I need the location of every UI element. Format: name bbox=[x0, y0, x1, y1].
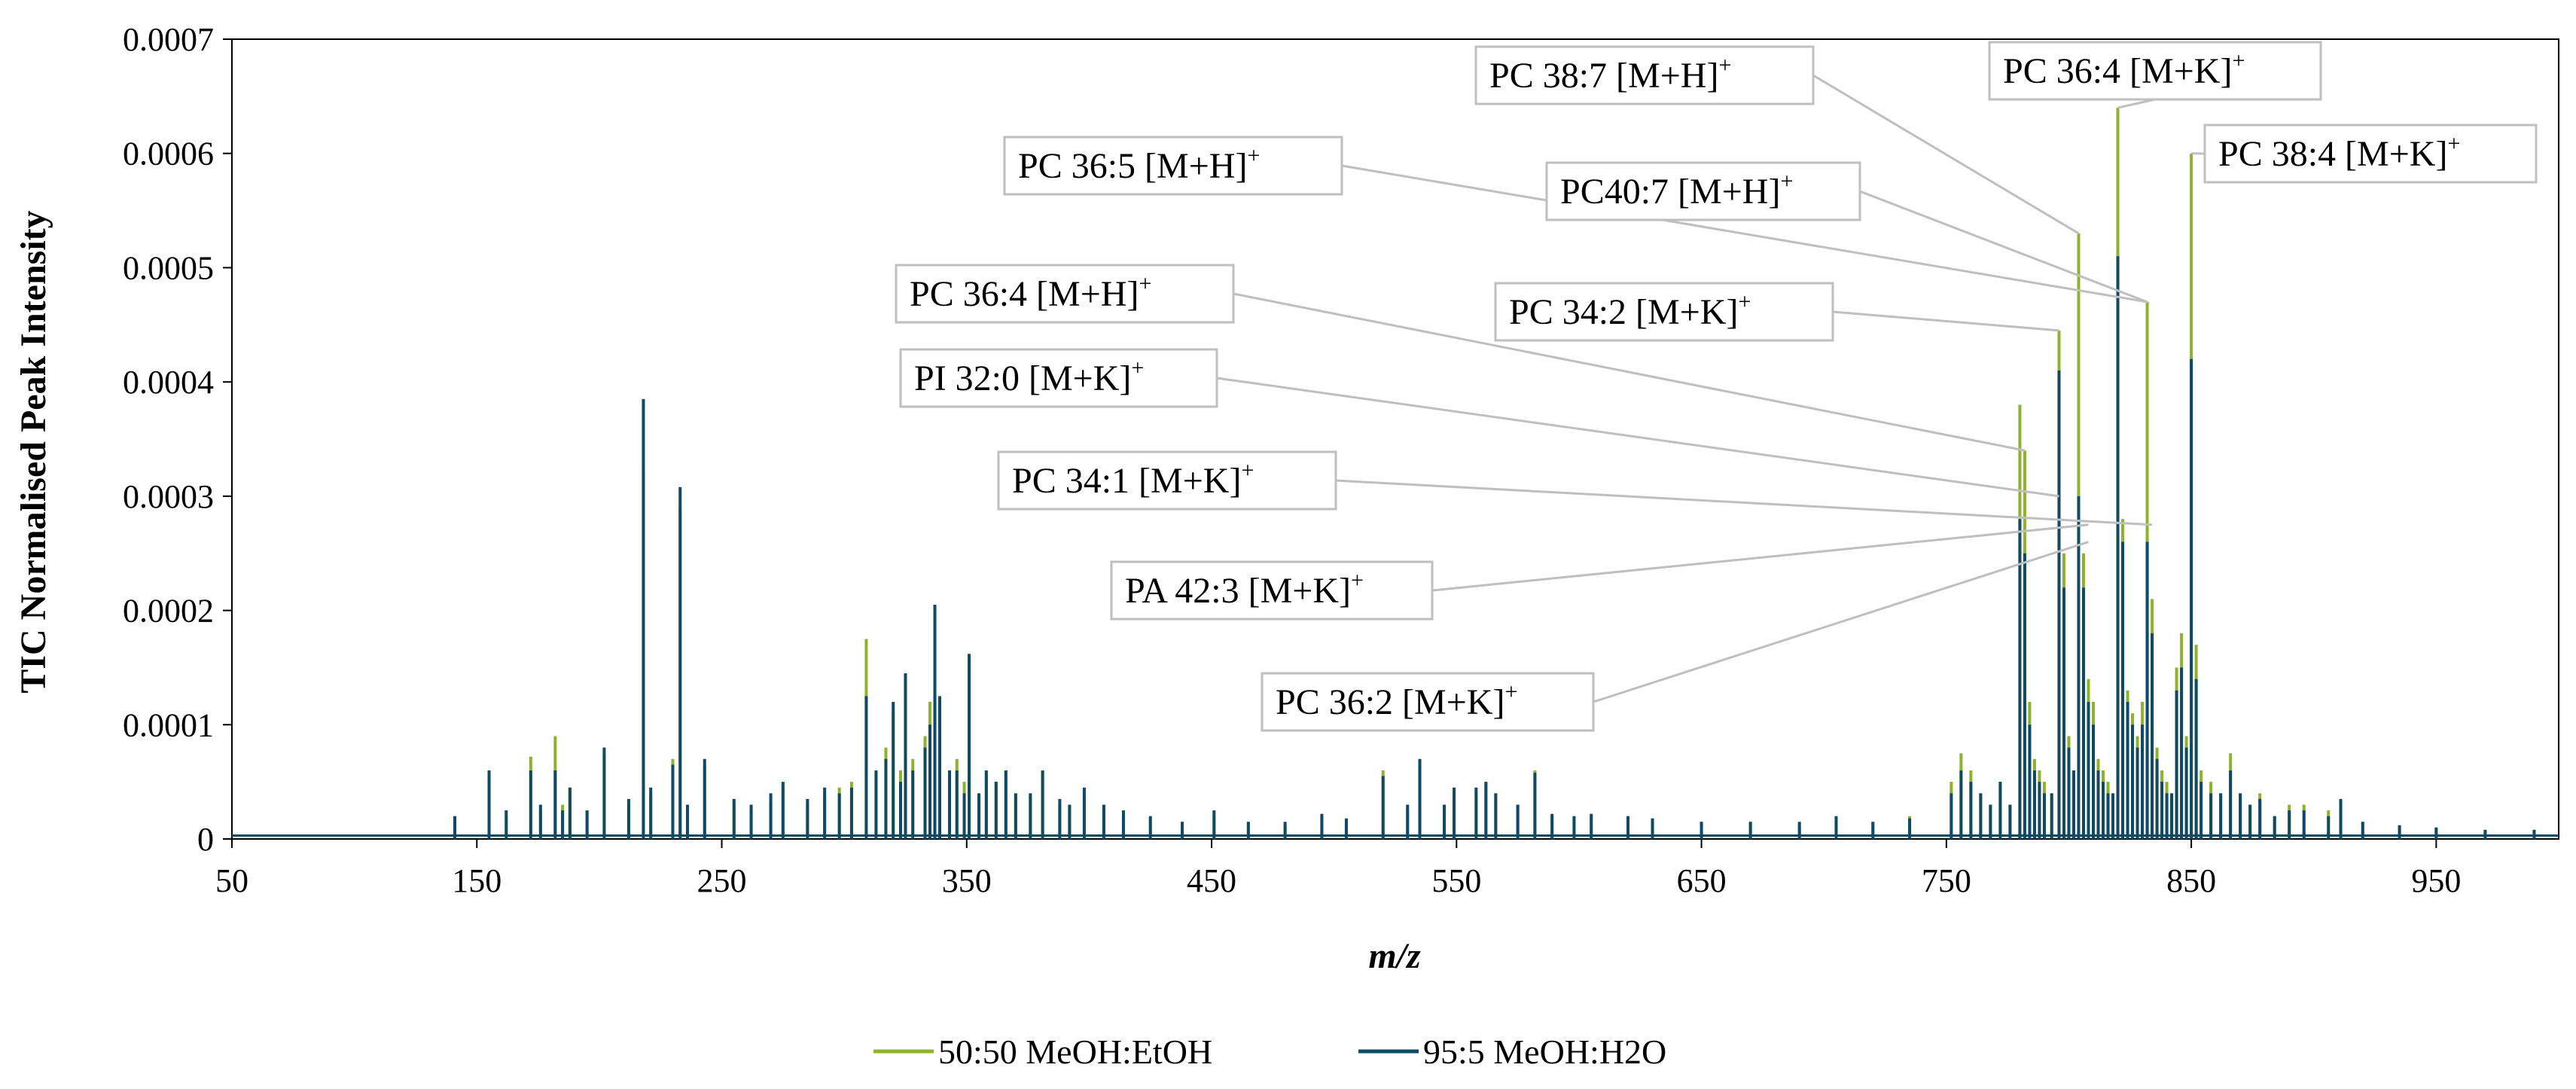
x-tick-label: 550 bbox=[1431, 862, 1481, 899]
annotation-label: PC 36:4 [M+K]+ bbox=[1988, 41, 2322, 101]
y-axis-title: TIC Normalised Peak Intensity bbox=[14, 210, 53, 693]
annotation-leader bbox=[1812, 74, 2080, 235]
x-axis-title: m/z bbox=[1368, 936, 1421, 976]
x-axis-ticks: 50 150 250 350 450 550 650 750 850 950 bbox=[215, 839, 2461, 899]
annotation-text: PA 42:3 [M+K]+ bbox=[1125, 568, 1364, 611]
y-tick-label: 0.0002 bbox=[123, 593, 214, 630]
x-tick-label: 850 bbox=[2166, 862, 2216, 899]
y-tick-label: 0.0004 bbox=[123, 364, 214, 401]
x-tick-label: 650 bbox=[1677, 862, 1727, 899]
annotation-leader bbox=[1431, 523, 2089, 592]
y-tick-label: 0.0005 bbox=[123, 249, 214, 286]
x-tick-label: 950 bbox=[2411, 862, 2461, 899]
annotation-text: PC 34:1 [M+K]+ bbox=[1012, 458, 1254, 501]
series-layer bbox=[232, 108, 2559, 839]
annotation-box bbox=[1474, 45, 1815, 105]
annotation-leader bbox=[1832, 310, 2059, 332]
annotation-text: PC 38:4 [M+K]+ bbox=[2218, 131, 2460, 174]
y-tick-label: 0 bbox=[197, 821, 214, 858]
x-tick-label: 750 bbox=[1922, 862, 1971, 899]
annotation-label: PC 38:4 [M+K]+ bbox=[2203, 124, 2538, 184]
annotation-leader bbox=[1593, 541, 2089, 703]
annotation-text: PC 36:2 [M+K]+ bbox=[1276, 679, 1517, 722]
annotation-label: PC 36:4 [M+H]+ bbox=[895, 264, 1235, 324]
x-tick-label: 450 bbox=[1187, 862, 1236, 899]
y-tick-label: 0.0007 bbox=[123, 21, 214, 58]
x-tick-label: 50 bbox=[215, 862, 248, 899]
annotation-label: PA 42:3 [M+K]+ bbox=[1110, 560, 1434, 621]
annotation-leaders bbox=[1216, 74, 2206, 703]
plot-border bbox=[231, 38, 2559, 840]
annotation-label: PC 38:7 [M+H]+ bbox=[1474, 45, 1815, 105]
annotation-leader bbox=[2117, 98, 2156, 109]
legend-label-50-50-meoh-etoh: 50:50 MeOH:EtOH bbox=[938, 1033, 1212, 1071]
annotation-box bbox=[899, 348, 1218, 408]
annotation-box bbox=[895, 264, 1235, 324]
plot-frame bbox=[231, 38, 2559, 840]
x-tick-label: 250 bbox=[697, 862, 747, 899]
y-axis-ticks: 0 0.0001 0.0002 0.0003 0.0004 0.0005 0.0006 0.0… bbox=[123, 21, 232, 858]
annotation-leader bbox=[1335, 479, 2153, 526]
y-tick-label: 0.0006 bbox=[123, 136, 214, 172]
annotation-label: PC40:7 [M+H]+ bbox=[1545, 161, 1861, 221]
annotation-label: PC 36:5 [M+H]+ bbox=[1003, 136, 1343, 196]
x-tick-label: 150 bbox=[452, 862, 501, 899]
annotation-leader bbox=[1216, 377, 2059, 498]
annotation-label: PC 34:2 [M+K]+ bbox=[1494, 282, 1834, 342]
annotation-text: PC 38:7 [M+H]+ bbox=[1489, 53, 1731, 96]
annotation-box bbox=[1988, 41, 2322, 101]
y-tick-label: 0.0003 bbox=[123, 478, 214, 515]
annotation-box bbox=[1494, 282, 1834, 342]
annotation-text: PC40:7 [M+H]+ bbox=[1560, 169, 1793, 212]
annotation-text: PI 32:0 [M+K]+ bbox=[914, 355, 1144, 398]
annotation-label: PC 36:2 [M+K]+ bbox=[1261, 672, 1595, 732]
annotation-box bbox=[1545, 161, 1861, 221]
series-95-5-meoh-h2o bbox=[232, 256, 2559, 839]
annotation-leader bbox=[1859, 190, 2148, 304]
annotation-text: PC 36:4 [M+K]+ bbox=[2003, 48, 2245, 91]
annotation-text: PC 36:5 [M+H]+ bbox=[1018, 143, 1260, 186]
annotation-box bbox=[1261, 672, 1595, 732]
y-tick-label: 0.0001 bbox=[123, 706, 214, 743]
annotation-label: PI 32:0 [M+K]+ bbox=[899, 348, 1218, 408]
annotation-box bbox=[1110, 560, 1434, 621]
annotation-text: PC 34:2 [M+K]+ bbox=[1509, 289, 1751, 332]
legend: 50:50 MeOH:EtOH 95:5 MeOH:H2O bbox=[873, 1033, 1666, 1071]
annotation-leader bbox=[1233, 292, 2026, 452]
annotation-labels: PC 38:7 [M+H]+ PC 36:4 [M+K]+ PC 38:4 [M+K… bbox=[895, 41, 2538, 732]
annotation-box bbox=[997, 450, 1337, 511]
annotation-leader bbox=[1341, 164, 2148, 304]
x-tick-label: 350 bbox=[942, 862, 992, 899]
annotation-label: PC 34:1 [M+K]+ bbox=[997, 450, 1337, 511]
annotation-box bbox=[1003, 136, 1343, 196]
legend-label-95-5-meoh-h2o: 95:5 MeOH:H2O bbox=[1423, 1033, 1666, 1071]
annotation-text: PC 36:4 [M+H]+ bbox=[910, 271, 1151, 314]
annotation-box bbox=[2203, 124, 2538, 184]
